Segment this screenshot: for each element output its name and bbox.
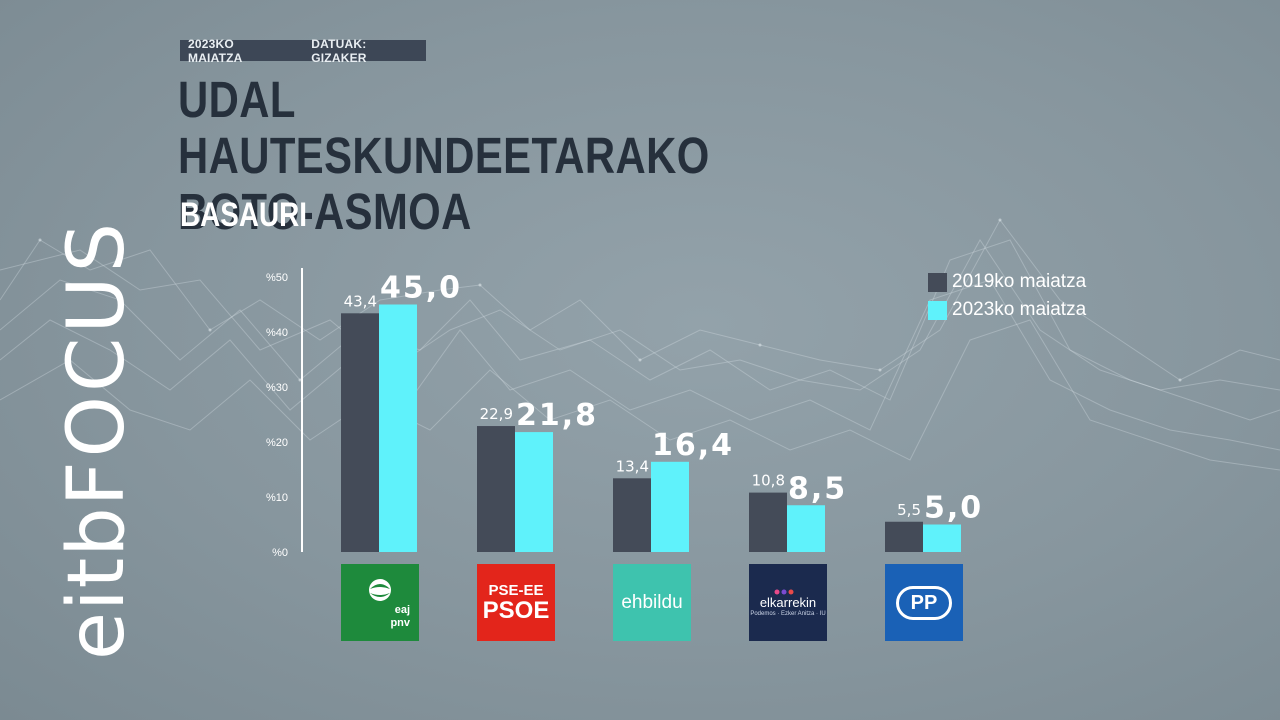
data-label-2019: 5,5 bbox=[897, 501, 921, 519]
date-label: 2023KO MAIATZA bbox=[188, 36, 243, 65]
y-tick-label: %40 bbox=[266, 327, 288, 339]
elkarrekin-text: elkarrekin bbox=[759, 595, 817, 610]
data-label-2023: 5,0 bbox=[924, 491, 983, 526]
page-title: UDAL HAUTESKUNDEETARAKO BOTO-ASMOA bbox=[178, 71, 710, 240]
title-line-1: UDAL HAUTESKUNDEETARAKO bbox=[178, 71, 710, 184]
data-label-2019: 13,4 bbox=[616, 457, 649, 475]
bar-2019 bbox=[613, 478, 651, 552]
logo-elkarrekin: elkarrekin Podemos · Ezker Anitza · IU bbox=[749, 564, 827, 641]
data-label-2023: 45,0 bbox=[380, 271, 462, 306]
legend-swatch-2023 bbox=[928, 300, 947, 320]
bar-2019 bbox=[477, 426, 515, 552]
logo-eaj-pnv: eaj pnv bbox=[341, 564, 419, 641]
ehbildu-text: ehbildu bbox=[621, 592, 683, 613]
bar-2019 bbox=[885, 521, 923, 552]
data-label-2023: 21,8 bbox=[516, 398, 598, 433]
meta-bar: 2023KO MAIATZA DATUAK: GIZAKER bbox=[180, 37, 426, 65]
pnv-trefoil-icon bbox=[369, 578, 391, 601]
bar-2019 bbox=[749, 492, 787, 552]
legend: 2019ko maiatza 2023ko maiatza bbox=[928, 268, 1086, 324]
logo-pse-psoe: PSE-EE PSOE bbox=[477, 564, 555, 641]
bar-2023 bbox=[651, 461, 689, 552]
bar-2023 bbox=[515, 432, 553, 552]
y-tick-label: %50 bbox=[266, 272, 288, 284]
logo-pp: PP bbox=[885, 564, 963, 641]
y-tick-label: %10 bbox=[266, 492, 288, 504]
legend-item-2019: 2019ko maiatza bbox=[928, 268, 1086, 296]
elkarrekin-dots-icon bbox=[774, 589, 794, 595]
legend-label-2019: 2019ko maiatza bbox=[952, 271, 1087, 292]
bar-2019 bbox=[341, 313, 379, 552]
pp-text: PP bbox=[910, 591, 938, 614]
legend-item-2023: 2023ko maiatza bbox=[928, 296, 1086, 324]
pnv-text-1: eaj bbox=[394, 603, 410, 616]
pp-circle-icon: PP bbox=[896, 585, 952, 620]
bar-2023 bbox=[379, 304, 417, 552]
data-label-2019: 43,4 bbox=[344, 292, 377, 310]
legend-label-2023: 2023ko maiatza bbox=[952, 299, 1087, 320]
y-tick-label: %30 bbox=[266, 382, 288, 394]
data-label-2019: 10,8 bbox=[752, 472, 785, 490]
psoe-text-2: PSOE bbox=[482, 596, 550, 624]
data-label-2019: 22,9 bbox=[480, 405, 513, 423]
y-tick-label: %0 bbox=[272, 547, 288, 559]
bar-2023 bbox=[787, 505, 825, 552]
logo-eh-bildu: ehbildu bbox=[613, 564, 691, 641]
data-label-2023: 16,4 bbox=[652, 428, 734, 463]
subtitle: BASAURI bbox=[180, 196, 308, 234]
psoe-text-1: PSE-EE bbox=[488, 581, 544, 599]
data-label-2023: 8,5 bbox=[788, 471, 847, 506]
bar-2023 bbox=[923, 524, 961, 552]
legend-swatch-2019 bbox=[928, 272, 947, 292]
title-line-2: BOTO-ASMOA bbox=[178, 183, 472, 240]
y-tick-label: %20 bbox=[266, 437, 288, 449]
pnv-text-2: pnv bbox=[390, 616, 410, 629]
elkarrekin-subtext: Podemos · Ezker Anitza · IU bbox=[750, 611, 826, 617]
source-label: DATUAK: GIZAKER bbox=[311, 36, 367, 65]
